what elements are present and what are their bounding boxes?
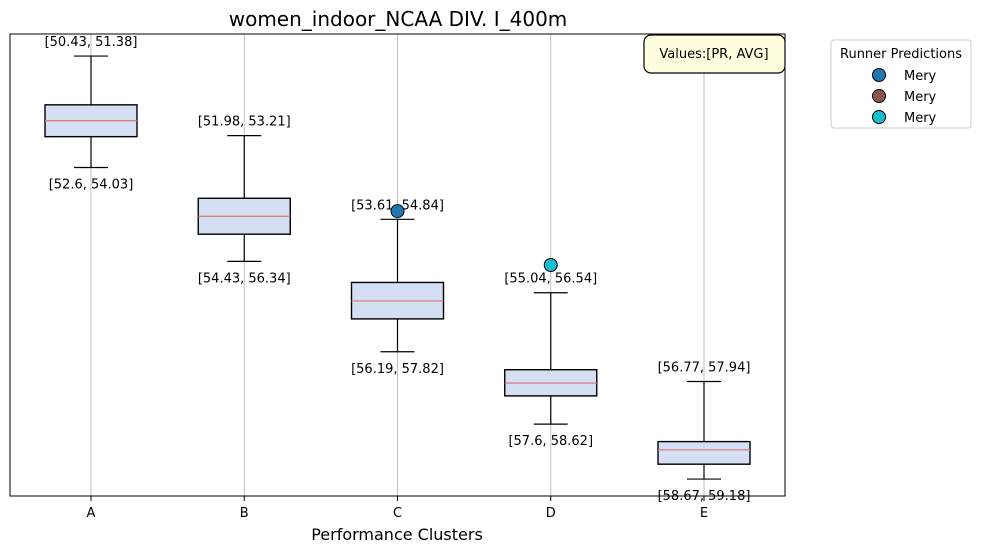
x-tick-label-e: E [700,506,708,521]
values-note-box: Values:[PR, AVG] [643,34,786,74]
values-note-background [643,34,786,74]
box-d [504,292,598,425]
chart-title: women_indoor_NCAA DIV. I_400m [229,7,568,31]
box-series [44,55,751,480]
legend-marker-3 [872,110,886,124]
prediction-points [390,204,558,272]
box-b [197,135,291,263]
legend: Runner Predictions Mery Mery Mery [830,39,972,129]
legend-frame [830,39,972,129]
values-note-text: Values:[PR, AVG] [659,47,768,62]
legend-marker-1 [872,68,886,82]
x-tick-label-d: D [546,506,556,521]
label-bottom-b: [54.43, 56.34] [198,271,291,286]
iqr-box-e [657,440,751,465]
label-bottom-a: [52.6, 54.03] [49,177,134,192]
prediction-point-c [390,204,405,219]
box-e [657,380,751,480]
legend-label-1: Mery [904,69,937,84]
legend-title: Runner Predictions [840,47,962,62]
label-bottom-c: [56.19, 57.82] [351,362,444,377]
box-c [350,218,445,353]
label-top-d: [55.04, 56.54] [504,272,597,287]
box-annotations: [50.43, 51.38] [52.6, 54.03] [51.98, 53.21… [45,35,751,504]
prediction-point-d [543,258,558,272]
x-tick-label-c: C [393,506,402,521]
x-axis-ticks: A B C D E [87,496,708,521]
x-tick-label-a: A [87,506,96,521]
label-top-e: [56.77, 57.94] [658,361,751,376]
box-a [44,55,138,169]
label-top-b: [51.98, 53.21] [198,115,291,130]
legend-marker-2 [872,89,886,103]
legend-label-3: Mery [904,111,937,126]
label-top-a: [50.43, 51.38] [45,35,138,50]
legend-label-2: Mery [904,90,937,105]
label-bottom-d: [57.6, 58.62] [508,434,593,449]
legend-entries: Mery Mery Mery [872,68,937,126]
x-axis-label: Performance Clusters [311,525,483,544]
x-tick-label-b: B [240,506,249,521]
